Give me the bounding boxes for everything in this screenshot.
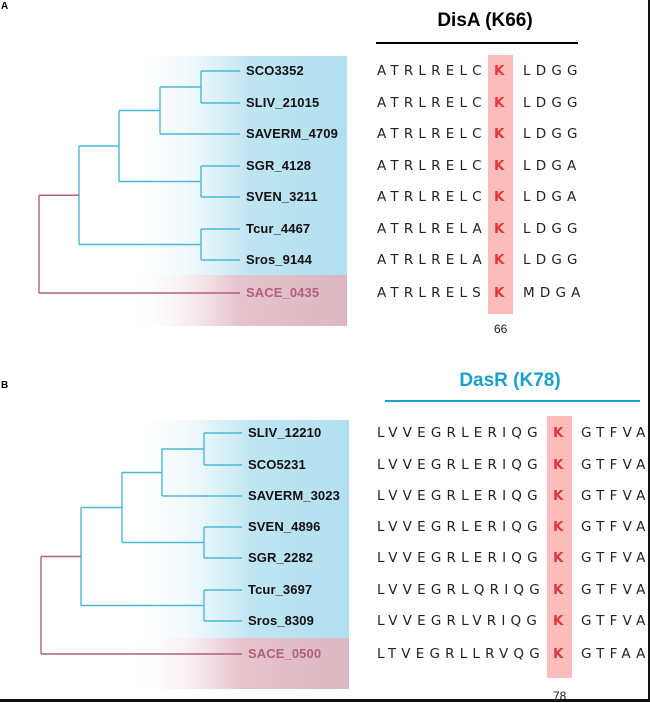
conserved-lysine: K — [494, 252, 505, 268]
conserved-lysine: K — [494, 189, 505, 205]
conserved-lysine: K — [494, 95, 505, 111]
leaf-label: SACE_0435 — [246, 285, 320, 300]
leaf-label: SLIV_12210 — [248, 425, 322, 440]
highlight-column-k78 — [547, 416, 572, 678]
leaf-label: SLIV_21015 — [246, 95, 320, 110]
leaf-label: Tcur_4467 — [246, 221, 311, 236]
position-label-66: 66 — [494, 322, 508, 336]
leaf-label: SAVERM_4709 — [246, 126, 338, 141]
leaf-label: Sros_8309 — [248, 613, 314, 628]
sequence-suffix: LDGA — [523, 189, 582, 205]
leaf-label: SCO3352 — [246, 63, 304, 78]
tree-branches-b — [40, 432, 242, 655]
leaf-label: SACE_0500 — [248, 646, 322, 661]
phylogenetic-tree-b — [40, 420, 349, 689]
sequence-suffix: GTFVA — [581, 457, 650, 473]
conserved-lysine: K — [494, 221, 505, 237]
sequence-suffix: LDGG — [523, 126, 583, 142]
sequence-suffix: GTFVA — [581, 613, 650, 629]
sequence-prefix: LVVEGRLERIQG — [377, 488, 543, 504]
sequence-prefix: ATRLRELA — [377, 221, 487, 237]
leaf-label: SAVERM_3023 — [248, 488, 340, 503]
highlight-column-k66 — [488, 55, 513, 314]
sequence-prefix: ATRLRELC — [377, 95, 487, 111]
sequence-prefix: ATRLRELS — [377, 285, 486, 301]
conserved-lysine: K — [553, 519, 564, 535]
sequence-suffix: LDGG — [523, 252, 583, 268]
sequence-prefix: LVVEGRLVRIQG — [377, 613, 543, 629]
conserved-lysine: K — [494, 126, 505, 142]
panel-title-b: DasR (K78) — [459, 370, 561, 391]
conserved-lysine: K — [553, 646, 564, 662]
sequence-prefix: ATRLRELC — [377, 158, 487, 174]
leaf-label: SVEN_3211 — [246, 189, 318, 204]
conserved-lysine: K — [494, 63, 505, 79]
panel-letter-a: A — [1, 1, 9, 12]
title-underline-b — [385, 400, 640, 402]
phylogenetic-tree-a — [38, 56, 347, 326]
sequence-suffix: GTFVA — [581, 582, 650, 598]
leaf-label: SGR_2282 — [248, 550, 314, 565]
sequence-prefix: LVVEGRLERIQG — [377, 457, 543, 473]
sequence-suffix: LDGG — [523, 221, 583, 237]
conserved-lysine: K — [553, 582, 564, 598]
frame-edge-bottom — [0, 699, 650, 702]
sequence-suffix: LDGA — [523, 158, 582, 174]
sequence-suffix: LDGG — [523, 95, 583, 111]
ingroup-shading — [131, 420, 349, 638]
sequence-suffix: GTFVA — [581, 550, 650, 566]
sequence-suffix: GTFVA — [581, 519, 650, 535]
sequence-suffix: GTFVA — [581, 488, 650, 504]
conserved-lysine: K — [553, 488, 564, 504]
sequence-prefix: ATRLRELC — [377, 126, 487, 142]
conserved-lysine: K — [494, 285, 505, 301]
sequence-prefix: ATRLRELC — [377, 189, 487, 205]
leaf-label: SGR_4128 — [246, 158, 312, 173]
sequence-prefix: LVVEGRLERIQG — [377, 550, 543, 566]
tree-branches-a — [38, 70, 240, 294]
panel-letter-b: B — [1, 380, 9, 391]
title-underline-a — [376, 42, 578, 44]
sequence-suffix: GTFAA — [581, 646, 650, 662]
outgroup-shading — [128, 275, 347, 326]
leaf-label: Tcur_3697 — [248, 582, 313, 597]
sequence-suffix: GTFVA — [581, 425, 650, 441]
sequence-prefix: ATRLRELC — [377, 63, 487, 79]
conserved-lysine: K — [553, 457, 564, 473]
panel-a-disa: A DisA (K66) 66 SCO3352 ATRLRELC K LDGG SLIV… — [0, 0, 650, 350]
outgroup-shading — [131, 638, 349, 689]
sequence-prefix: LVVEGRLERIQG — [377, 425, 543, 441]
sequence-prefix: ATRLRELA — [377, 252, 487, 268]
sequence-suffix: LDGG — [523, 63, 583, 79]
sequence-prefix: LVVEGRLERIQG — [377, 519, 543, 535]
conserved-lysine: K — [553, 425, 564, 441]
conserved-lysine: K — [553, 613, 564, 629]
sequence-prefix: LVVEGRLQRIQG — [377, 582, 545, 598]
leaf-label: SVEN_4896 — [248, 519, 321, 534]
panel-b-dasr: B DasR (K78) 78 SLIV_12210 LVVEGRLERIQG K G… — [0, 362, 650, 703]
conserved-lysine: K — [494, 158, 505, 174]
conserved-lysine: K — [553, 550, 564, 566]
sequence-prefix: LTVEGRLLRVQG — [377, 646, 545, 662]
leaf-label: Sros_9144 — [246, 252, 312, 267]
leaf-label: SCO5231 — [248, 457, 306, 472]
frame-edge-right — [648, 0, 650, 702]
sequence-suffix: MDGA — [523, 285, 586, 301]
panel-title-a: DisA (K66) — [437, 10, 533, 31]
